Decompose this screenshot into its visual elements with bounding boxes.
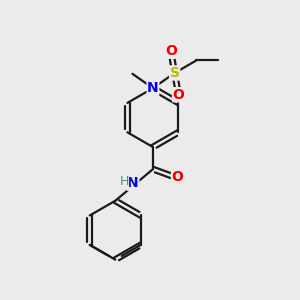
Text: O: O: [172, 170, 183, 184]
Text: N: N: [127, 176, 139, 190]
Text: O: O: [165, 44, 177, 58]
Text: O: O: [172, 88, 184, 102]
Text: H: H: [119, 175, 129, 188]
Text: N: N: [147, 81, 159, 95]
Text: S: S: [170, 66, 180, 80]
